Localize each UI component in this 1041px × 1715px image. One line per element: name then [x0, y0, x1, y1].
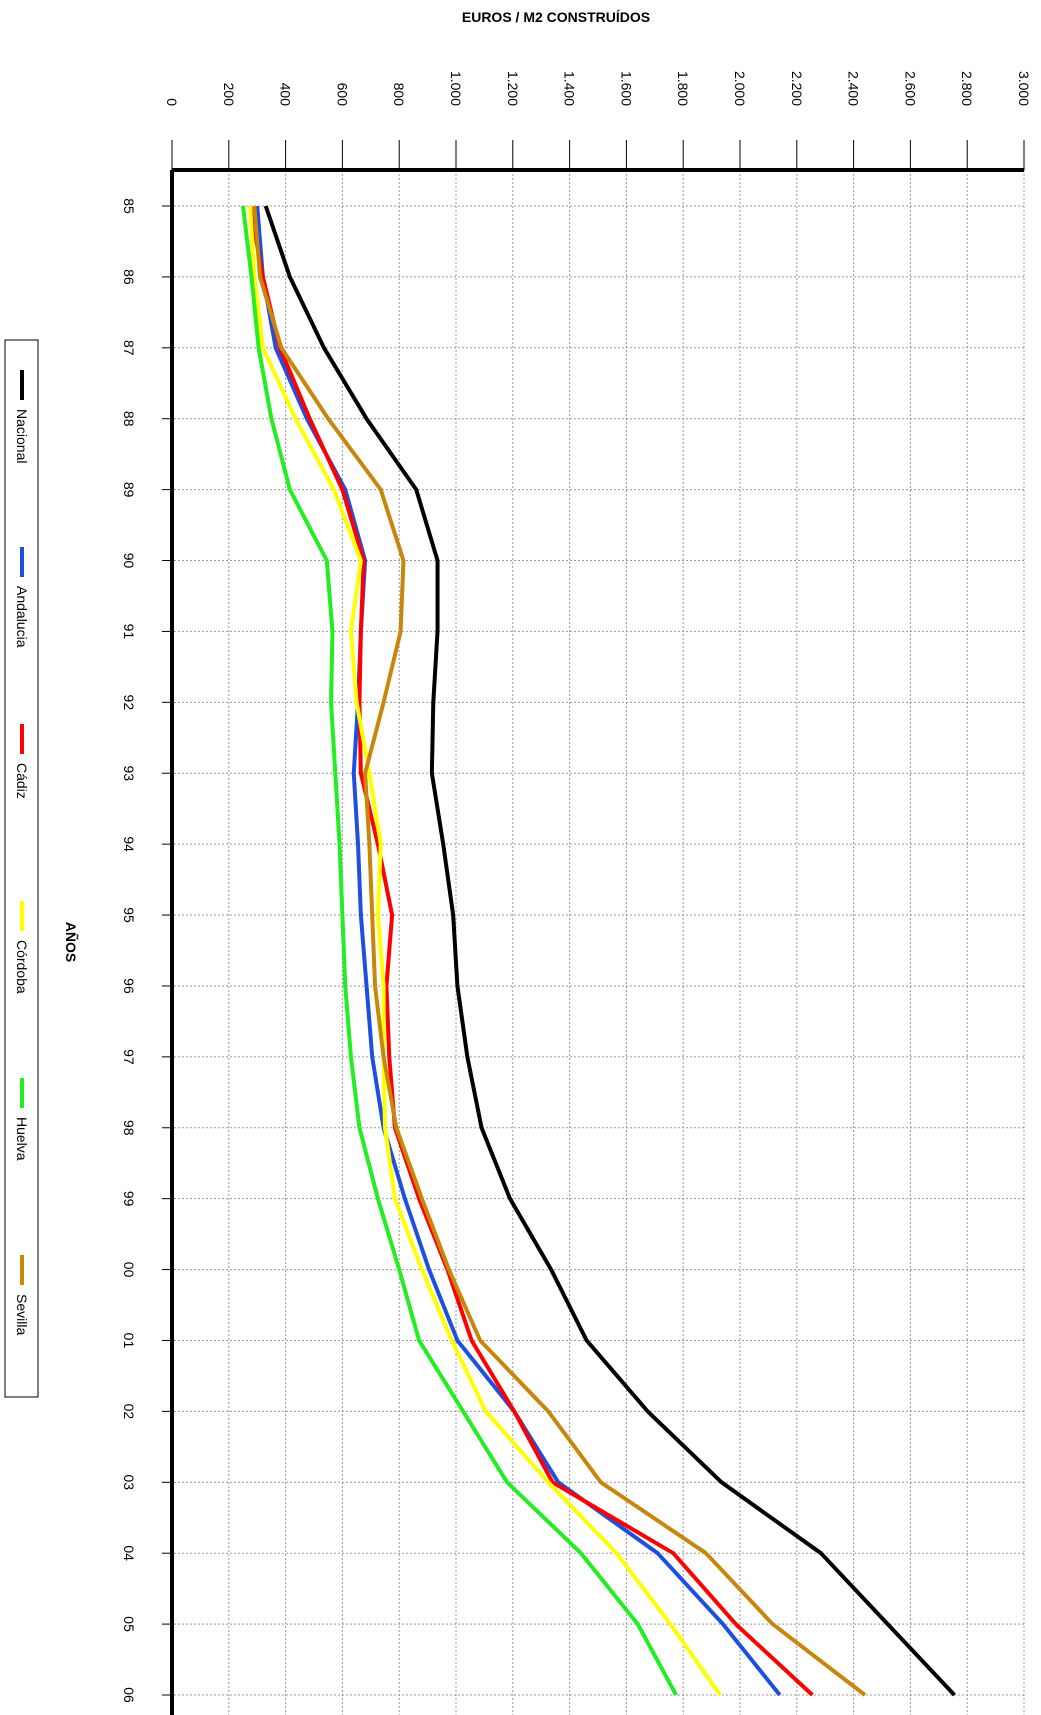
series-line [263, 205, 956, 1697]
y-tick-label: 1.600 [618, 71, 634, 106]
y-tick-label: 800 [391, 83, 407, 107]
x-tick-label: 06 [121, 1687, 137, 1703]
y-tick-label: 2.200 [789, 71, 805, 106]
x-tick-label: 05 [121, 1616, 137, 1632]
legend-box [4, 339, 39, 1398]
series-line [252, 205, 867, 1697]
legend-label: Andalucia [14, 586, 30, 648]
x-tick-label: 93 [121, 765, 137, 781]
x-tick-label: 85 [121, 198, 137, 214]
legend-label: Córdoba [14, 940, 30, 994]
legend-label: Cádiz [14, 763, 30, 799]
x-tick-label: 88 [121, 411, 137, 427]
y-tick-label: 0 [164, 98, 180, 106]
rotated-plot: 0 200 400 600 800 1.000 1.200 1.400 1.600 1.800 2.… [4, 71, 1032, 1715]
x-tick-label: 01 [121, 1333, 137, 1349]
y-tick-label: 1.000 [448, 71, 464, 106]
y-tick-label: 600 [334, 83, 350, 107]
y-tick-label: 2.000 [732, 71, 748, 106]
x-tick-label: 94 [121, 836, 137, 852]
x-tick-label: 98 [121, 1120, 137, 1136]
x-tick-label: 96 [121, 978, 137, 994]
x-tick-label: 91 [121, 624, 137, 640]
y-tick-label: 2.800 [959, 71, 975, 106]
x-tick-label: 89 [121, 482, 137, 498]
y-tick-label: 200 [221, 83, 237, 107]
x-tick-label: 90 [121, 553, 137, 569]
legend-label: Nacional [14, 409, 30, 463]
legend-label: Huelva [14, 1117, 30, 1161]
x-tick-label: 95 [121, 907, 137, 923]
y-tick-label: 2.600 [902, 71, 918, 106]
y-tick-label: 1.800 [675, 71, 691, 106]
x-tick-label: 02 [121, 1404, 137, 1420]
x-tick-label: 87 [121, 340, 137, 356]
series-line [241, 205, 678, 1696]
x-tick-label: 92 [121, 695, 137, 711]
y-tick-label: 1.200 [505, 71, 521, 106]
series-line [248, 205, 722, 1697]
legend-label: Sevilla [14, 1294, 30, 1335]
chart-title: EUROS / M2 CONSTRUÍDOS [462, 9, 650, 25]
series-line [248, 205, 814, 1697]
x-tick-label: 00 [121, 1262, 137, 1278]
y-tick-label: 2.400 [846, 71, 862, 106]
y-tick-label: 1.400 [562, 71, 578, 106]
x-tick-label: 04 [121, 1545, 137, 1561]
x-tick-label: 97 [121, 1049, 137, 1065]
x-tick-label: 03 [121, 1474, 137, 1490]
y-tick-label: 3.000 [1016, 71, 1032, 106]
x-tick-label: 99 [121, 1191, 137, 1207]
x-tick-label: 86 [121, 269, 137, 285]
y-tick-label: 400 [278, 83, 294, 107]
x-axis-title: AÑOS [63, 922, 80, 962]
